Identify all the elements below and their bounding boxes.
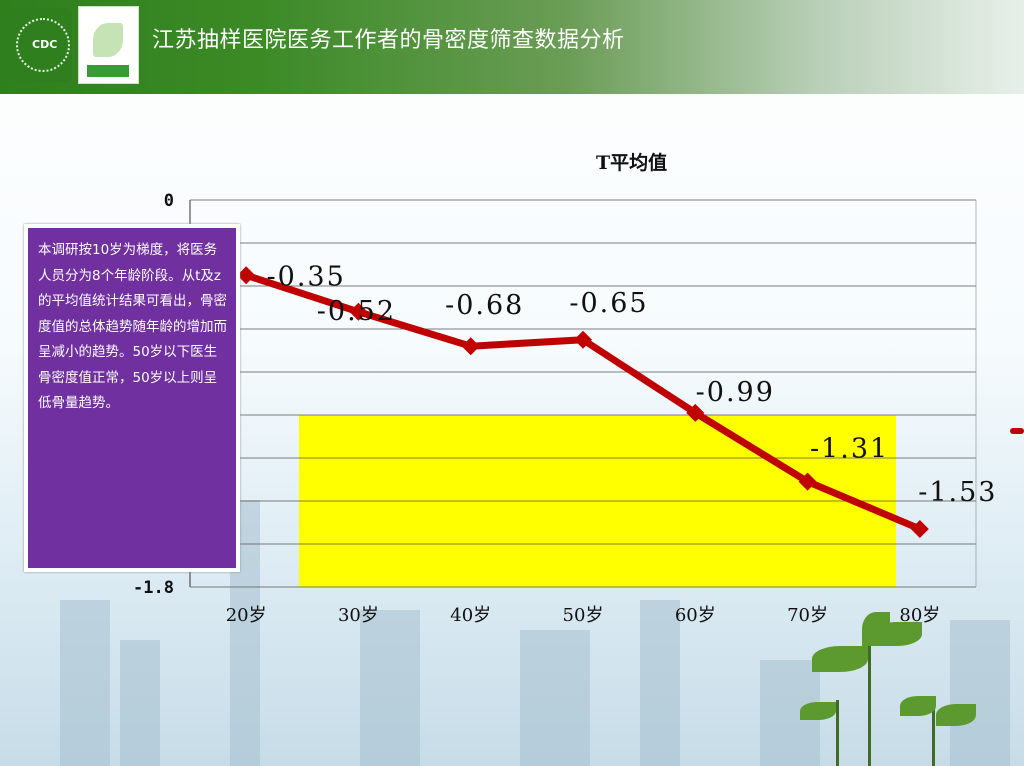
x-tick-label: 50岁	[563, 605, 604, 626]
x-tick-label: 30岁	[338, 605, 379, 626]
x-tick-label: 80岁	[899, 605, 940, 626]
y-tick-label: -1.8	[133, 578, 174, 598]
cdc-logo-ring	[16, 18, 70, 72]
plant-leaf	[900, 696, 936, 716]
page-title: 江苏抽样医院医务工作者的骨密度筛查数据分析	[152, 28, 625, 53]
health-logo-leaf	[93, 23, 123, 57]
note-text: 本调研按10岁为梯度，将医务人员分为8个年龄阶段。从t及z的平均值统计结果可看出…	[28, 228, 236, 568]
note-box: 本调研按10岁为梯度，将医务人员分为8个年龄阶段。从t及z的平均值统计结果可看出…	[24, 224, 240, 572]
x-tick-label: 40岁	[450, 605, 491, 626]
background-building	[120, 640, 160, 766]
cdc-logo: CDC	[10, 8, 72, 82]
background-building	[950, 620, 1010, 766]
data-label: -1.31	[810, 434, 889, 465]
plant-leaf	[812, 646, 868, 672]
header-bar: CDC 江苏抽样医院医务工作者的骨密度筛查数据分析	[0, 0, 1024, 94]
x-tick-label: 60岁	[675, 605, 716, 626]
data-label: -0.68	[445, 290, 524, 321]
y-tick-label: 0	[164, 191, 174, 211]
chart-title: T平均值	[596, 152, 668, 174]
background-building	[640, 600, 680, 766]
background-building	[360, 610, 420, 766]
data-point	[910, 519, 929, 538]
data-labels: -0.35 -0.52 -0.68 -0.65 -0.99 -1.31 -1.53	[267, 261, 997, 508]
plant-leaf	[862, 612, 890, 646]
data-label: -1.53	[918, 477, 997, 508]
edge-marker	[1010, 428, 1024, 434]
plant-stem	[836, 700, 839, 766]
data-label: -0.99	[696, 377, 775, 408]
background-building	[60, 600, 110, 766]
plant-leaf	[936, 704, 976, 726]
data-point	[798, 472, 817, 491]
plant-stem	[932, 696, 935, 766]
health-logo	[78, 6, 139, 84]
data-point	[461, 337, 480, 356]
background-building	[520, 630, 590, 766]
data-point	[237, 266, 256, 285]
data-label: -0.52	[317, 296, 396, 327]
plant-leaf	[800, 702, 836, 720]
data-point	[349, 302, 368, 321]
health-logo-base	[87, 65, 129, 77]
cdc-logo-text: CDC	[32, 38, 58, 51]
data-label: -0.65	[569, 288, 648, 319]
data-label: -0.35	[267, 261, 346, 292]
data-point	[686, 403, 705, 422]
series-points	[237, 266, 929, 538]
x-axis-ticks: 20岁 30岁 40岁 50岁 60岁 70岁 80岁	[226, 605, 941, 626]
x-tick-label: 20岁	[226, 605, 267, 626]
data-point	[574, 330, 592, 349]
plant-stem	[868, 640, 871, 766]
x-tick-label: 70岁	[787, 605, 828, 626]
